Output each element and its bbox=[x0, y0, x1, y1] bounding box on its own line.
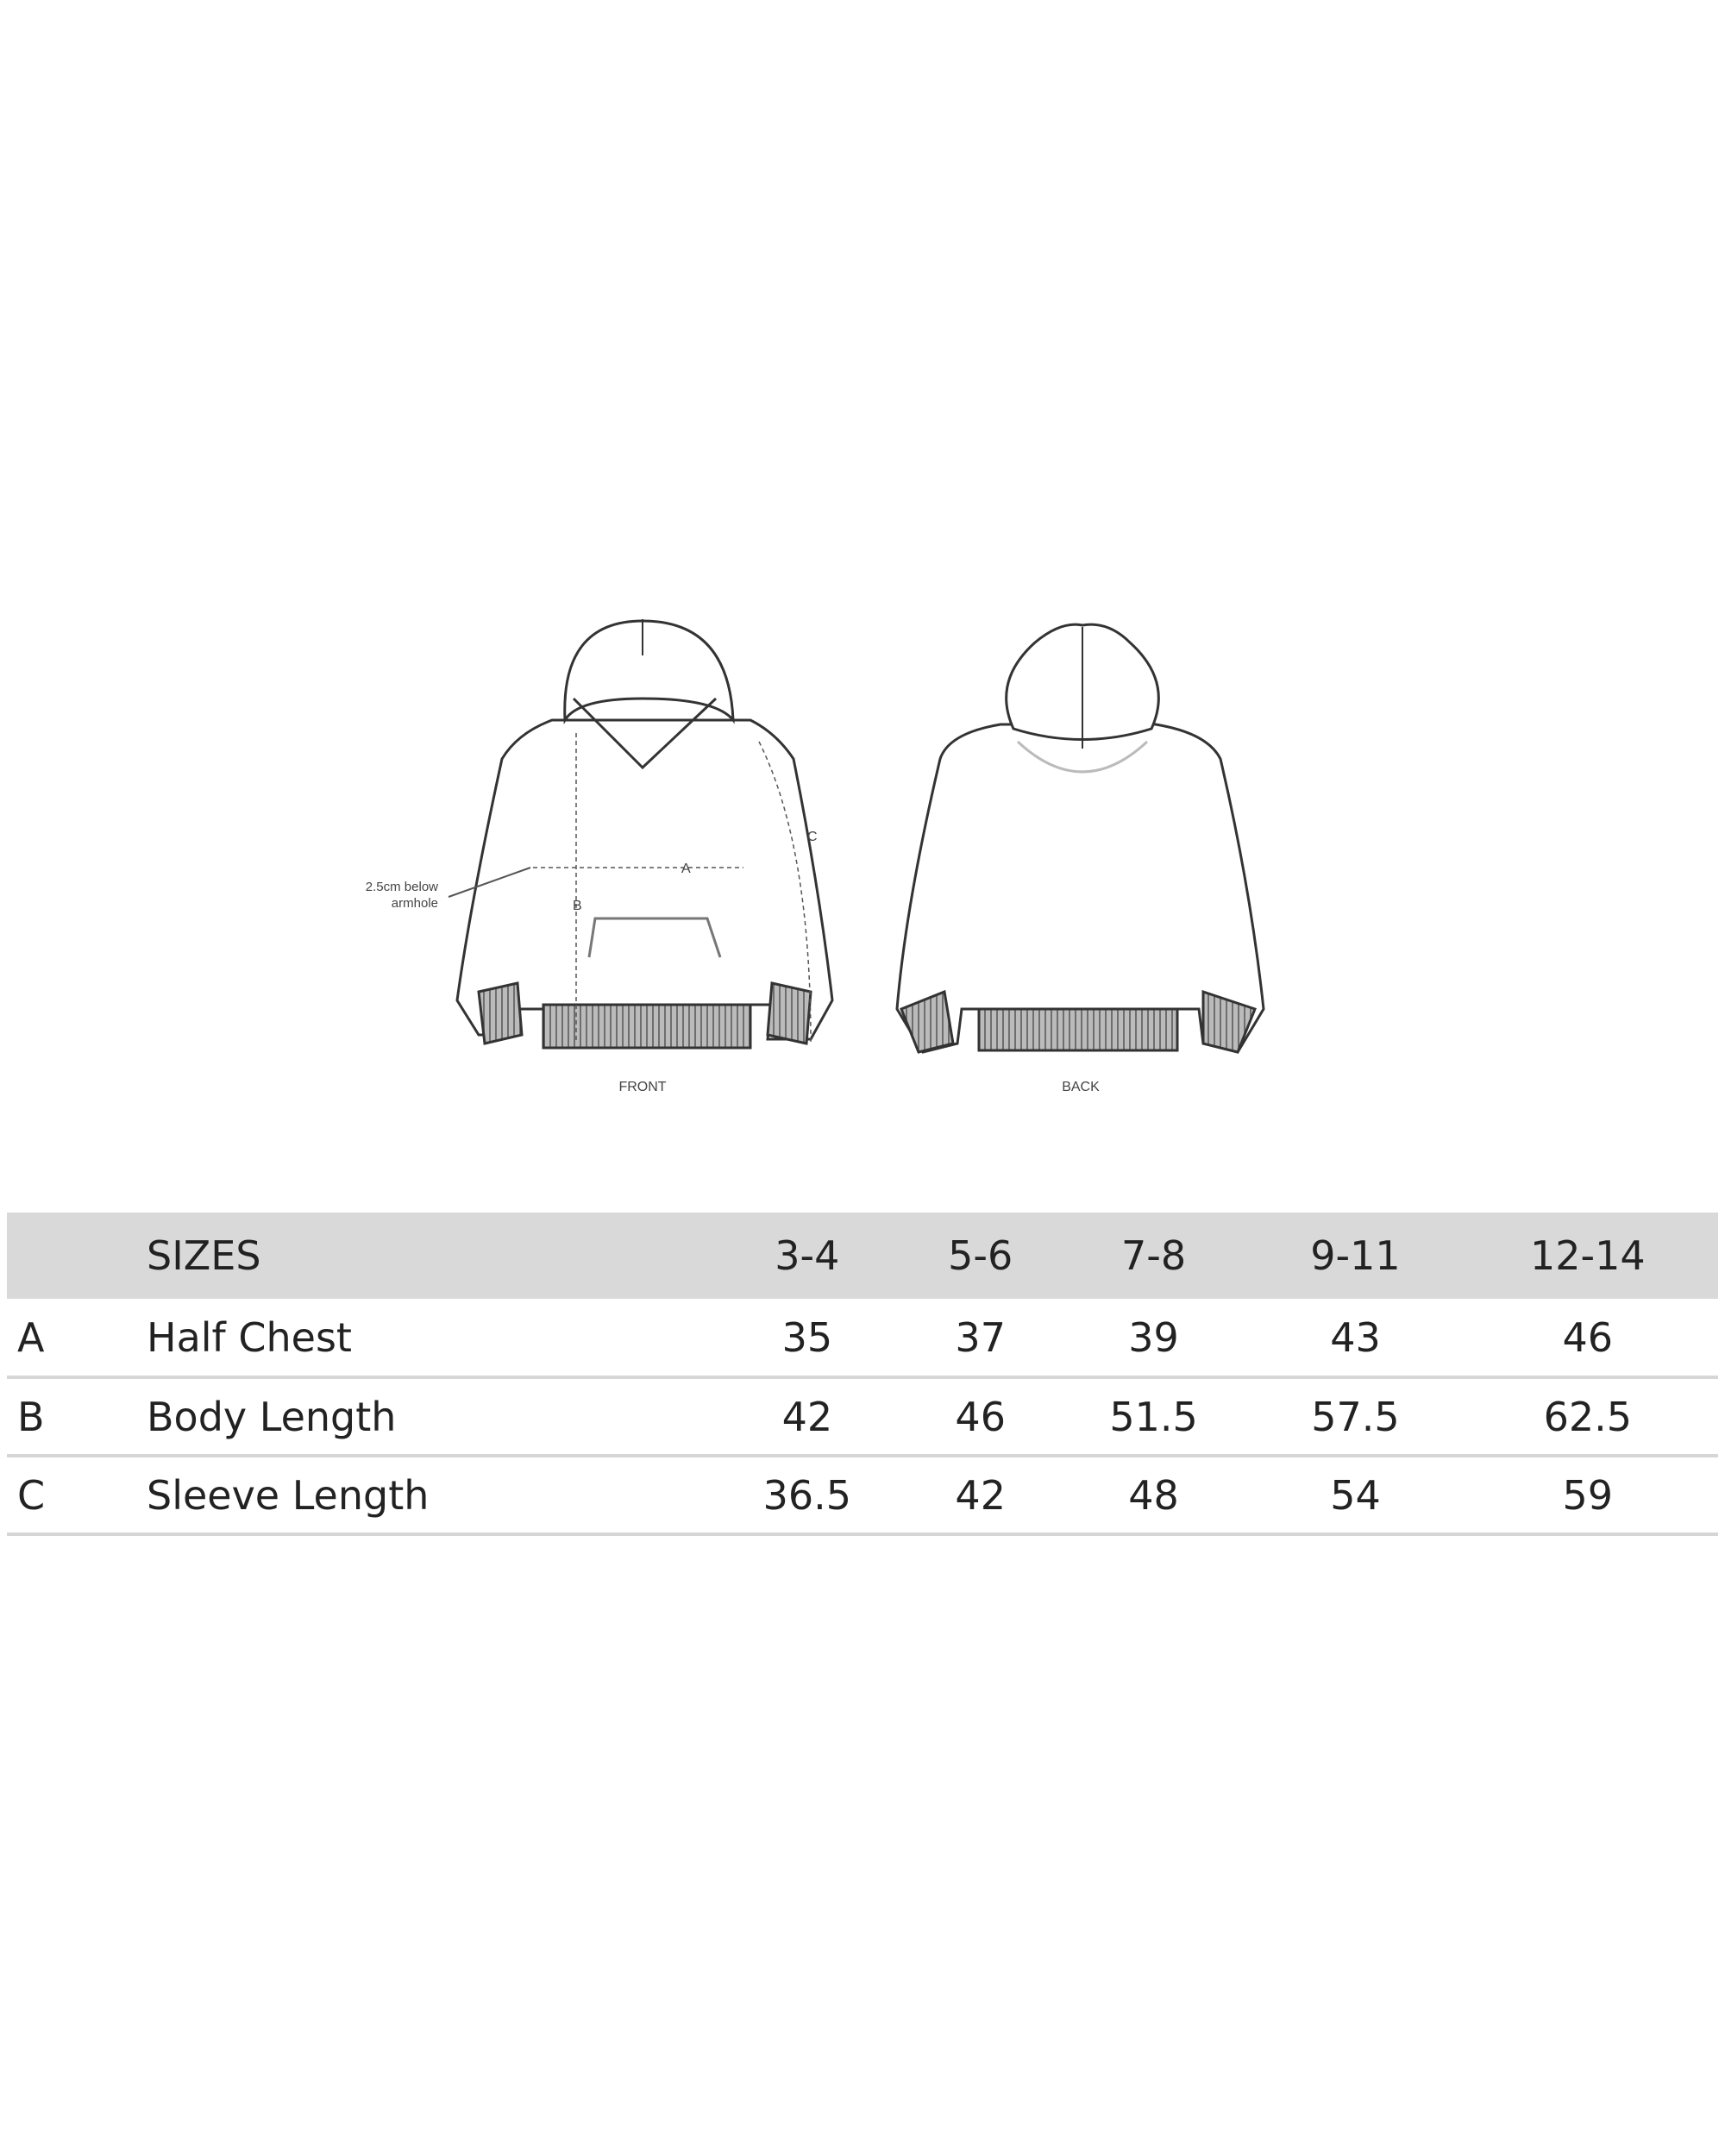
table-row: A Half Chest 35 37 39 43 46 bbox=[7, 1299, 1718, 1377]
back-label: BACK bbox=[1062, 1080, 1100, 1094]
hoodie-front-drawing bbox=[448, 619, 834, 1050]
table-header-row: SIZES 3-4 5-6 7-8 9-11 12-14 bbox=[7, 1213, 1718, 1299]
header-size: 3-4 bbox=[775, 1232, 840, 1279]
hoodie-diagram: A B C 2.5cm below armhole FRONT BACK bbox=[366, 619, 1265, 1094]
row-code: A bbox=[17, 1313, 45, 1361]
size-table: SIZES 3-4 5-6 7-8 9-11 12-14 A Half Ches… bbox=[7, 1213, 1718, 1536]
cell: 42 bbox=[781, 1393, 833, 1440]
header-size: 9-11 bbox=[1310, 1232, 1401, 1279]
cell: 42 bbox=[955, 1471, 1006, 1519]
cell: 59 bbox=[1562, 1471, 1614, 1519]
row-name: Body Length bbox=[147, 1393, 397, 1440]
cell: 57.5 bbox=[1311, 1393, 1400, 1440]
cell: 46 bbox=[1562, 1313, 1614, 1361]
header-size: 5-6 bbox=[948, 1232, 1013, 1279]
row-name: Sleeve Length bbox=[147, 1471, 430, 1519]
header-code bbox=[7, 1213, 147, 1299]
cell: 36.5 bbox=[762, 1471, 852, 1519]
header-sizes: SIZES bbox=[147, 1232, 261, 1279]
cell: 51.5 bbox=[1109, 1393, 1198, 1440]
annotation-line-2: armhole bbox=[392, 896, 438, 911]
front-label: FRONT bbox=[618, 1080, 666, 1094]
row-code: C bbox=[17, 1471, 46, 1519]
cell: 46 bbox=[955, 1393, 1006, 1440]
cell: 54 bbox=[1330, 1471, 1381, 1519]
table-row: C Sleeve Length 36.5 42 48 54 59 bbox=[7, 1456, 1718, 1534]
marker-b: B bbox=[573, 899, 582, 913]
marker-a: A bbox=[681, 862, 691, 876]
marker-c: C bbox=[807, 830, 818, 844]
row-name: Half Chest bbox=[147, 1313, 352, 1361]
table-row: B Body Length 42 46 51.5 57.5 62.5 bbox=[7, 1377, 1718, 1456]
cell: 35 bbox=[781, 1313, 833, 1361]
annotation-line-1: 2.5cm below bbox=[366, 880, 438, 894]
cell: 37 bbox=[955, 1313, 1006, 1361]
header-size: 12-14 bbox=[1529, 1232, 1646, 1279]
cell: 43 bbox=[1330, 1313, 1381, 1361]
hoodie-back-drawing bbox=[895, 623, 1265, 1054]
cell: 62.5 bbox=[1543, 1393, 1632, 1440]
cell: 48 bbox=[1128, 1471, 1179, 1519]
row-code: B bbox=[17, 1393, 45, 1440]
cell: 39 bbox=[1128, 1313, 1179, 1361]
header-size: 7-8 bbox=[1120, 1232, 1187, 1279]
